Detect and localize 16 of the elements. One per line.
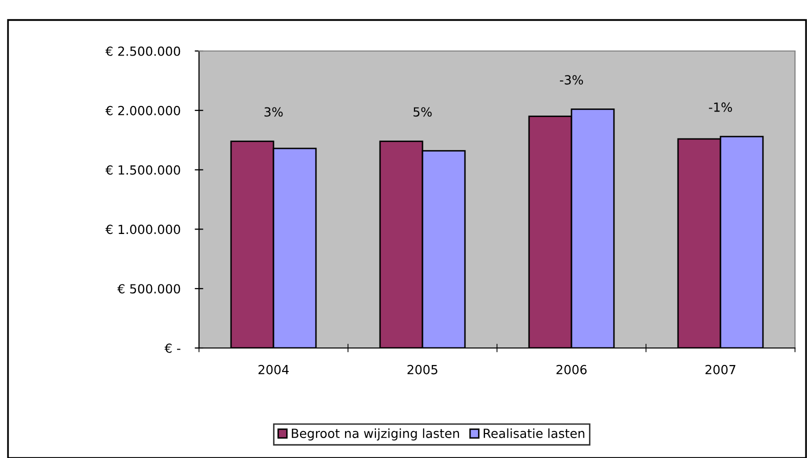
legend-label: Begroot na wijziging lasten <box>292 428 459 441</box>
y-tick-label: € 1.000.000 <box>105 224 180 234</box>
y-tick-label: € - <box>164 343 180 353</box>
y-tick-label: € 2.500.000 <box>105 46 180 56</box>
y-tick-label: € 2.000.000 <box>105 106 180 116</box>
annotation: -3% <box>560 75 583 85</box>
annotation: -1% <box>708 102 732 112</box>
x-tick-label: 2005 <box>408 364 438 374</box>
legend-label: Realisatie lasten <box>484 428 584 438</box>
y-tick-label: € 500.000 <box>117 284 180 294</box>
x-tick-label: 2006 <box>556 364 587 374</box>
y-tick-label: € 1.500.000 <box>105 165 180 175</box>
annotation: 3% <box>264 107 283 117</box>
annotation: 5% <box>414 107 432 117</box>
x-tick-label: 2004 <box>258 364 289 374</box>
x-tick-label: 2007 <box>706 364 736 374</box>
